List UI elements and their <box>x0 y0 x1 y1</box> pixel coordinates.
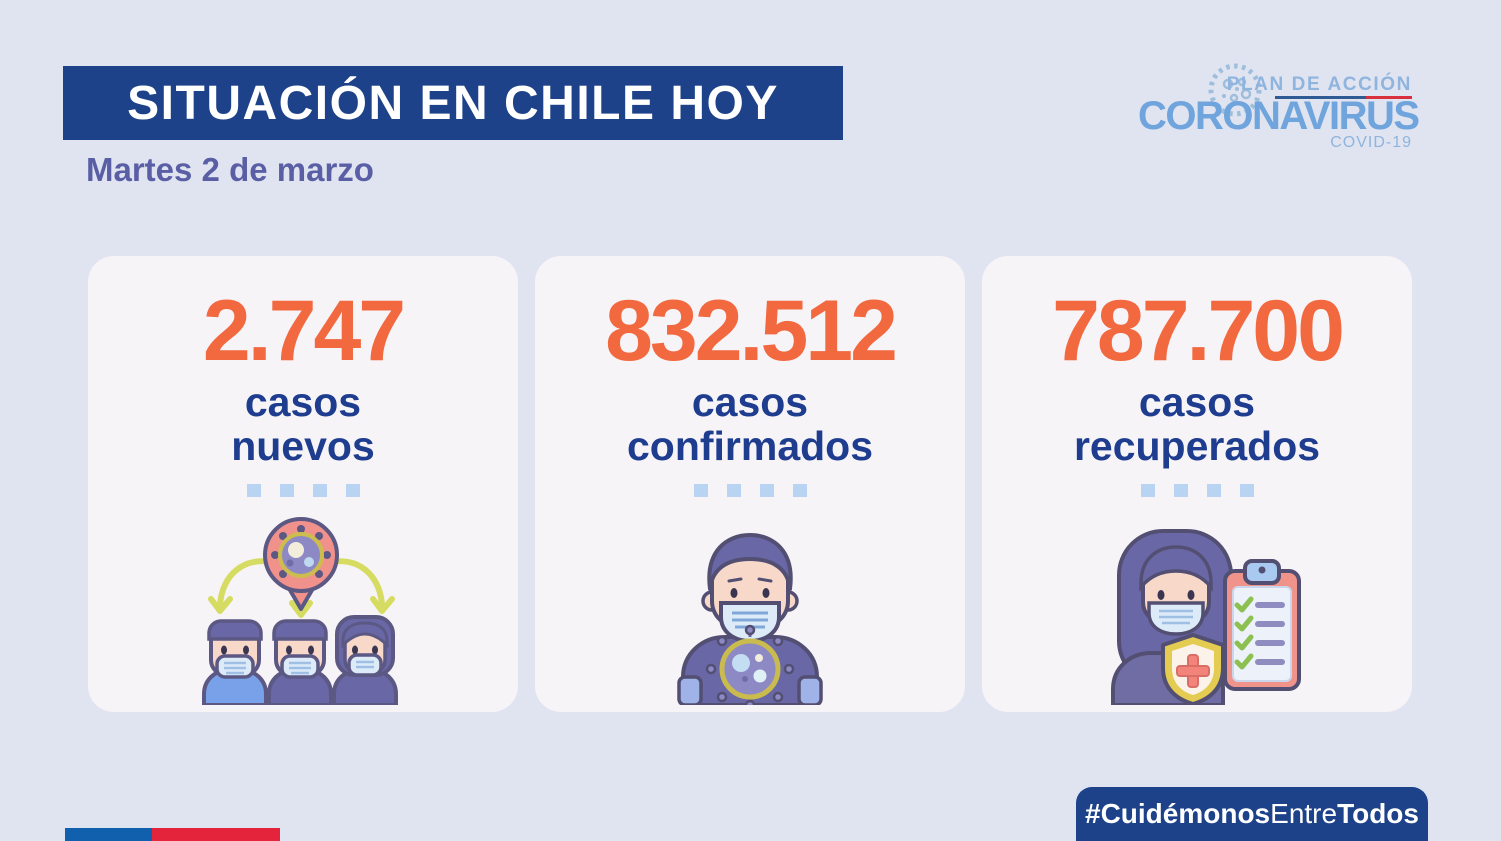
title-banner: SITUACIÓN EN CHILE HOY <box>63 66 843 140</box>
stat-value: 2.747 <box>202 283 406 379</box>
virus-spread-to-people-icon <box>88 505 518 705</box>
plan-de-accion-label: PLAN DE ACCIÓN <box>1226 74 1412 95</box>
nurse-shield-checklist-icon <box>982 505 1412 705</box>
coronavirus-wordmark: CORONAVIRUS <box>1138 94 1420 138</box>
stat-label: casos recuperados <box>1073 379 1321 470</box>
stat-card-casos-recuperados: 787.700 casos recuperados <box>982 256 1412 712</box>
divider-dots <box>982 483 1412 497</box>
hashtag-bold-1: #Cuidémonos <box>1085 798 1271 829</box>
hashtag-banner: #Cuidémonos Entre Todos <box>1076 787 1428 841</box>
flag-red-segment <box>152 828 280 841</box>
stat-card-casos-nuevos: 2.747 casos nuevos <box>88 256 518 712</box>
date-label: Martes 2 de marzo <box>86 151 374 188</box>
divider-dots <box>535 483 965 497</box>
masked-person-with-virus-icon <box>535 505 965 705</box>
chile-flag-stripe <box>65 828 280 841</box>
hashtag-bold-2: Todos <box>1337 798 1419 829</box>
underline-red-segment <box>1366 96 1412 99</box>
page-title: SITUACIÓN EN CHILE HOY <box>127 76 779 130</box>
underline-blue-segment <box>1275 96 1367 99</box>
stat-label: casos confirmados <box>626 379 874 470</box>
stat-label: casos nuevos <box>231 379 375 470</box>
stat-value: 787.700 <box>1052 283 1345 379</box>
hashtag-light: Entre <box>1270 798 1338 829</box>
stat-card-casos-confirmados: 832.512 casos confirmados <box>535 256 965 712</box>
coronavirus-plan-logo: PLAN DE ACCIÓN CORONAVIRUS COVID-19 <box>1138 52 1420 156</box>
virus-outline-icon <box>1208 63 1262 117</box>
divider-dots <box>88 483 518 497</box>
flag-underline <box>1275 96 1412 99</box>
stat-value: 832.512 <box>605 283 898 379</box>
covid19-label: COVID-19 <box>1330 134 1412 151</box>
flag-blue-segment <box>65 828 152 841</box>
